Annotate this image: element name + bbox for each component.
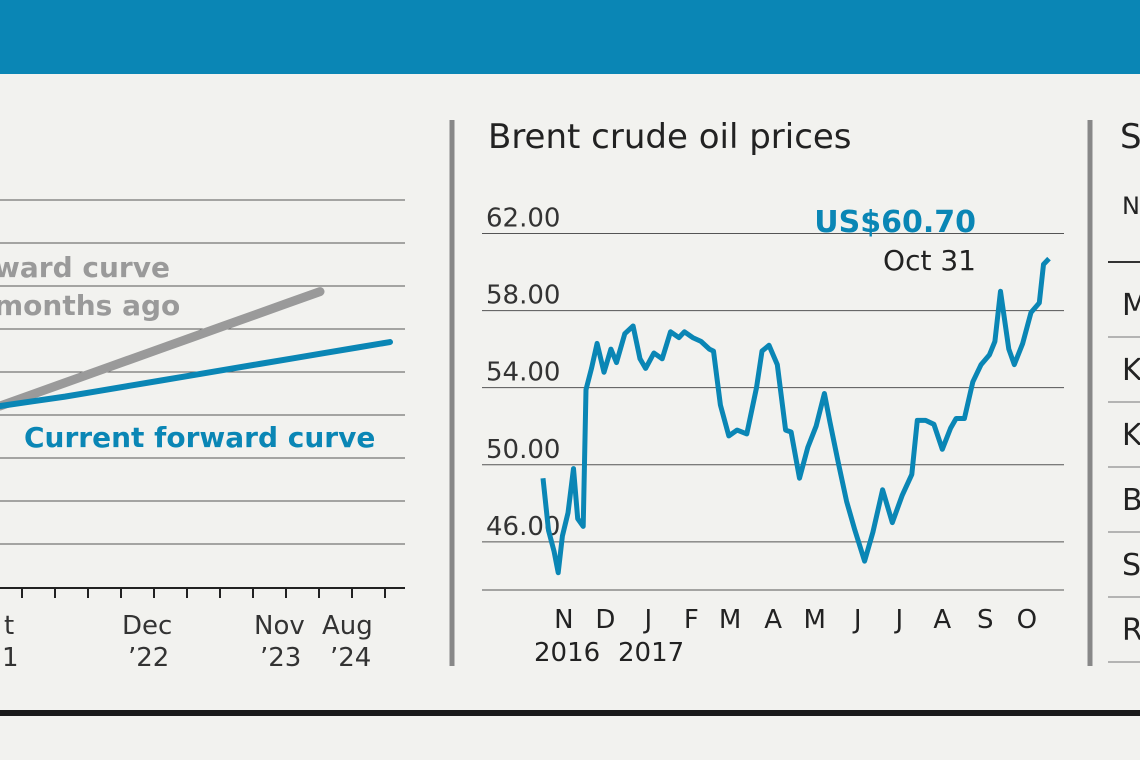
brent-year-label-2016: 2016	[534, 638, 600, 668]
brent-x-tick-label: J	[893, 605, 903, 635]
prior-curve-label-line1: ward curve	[0, 251, 170, 284]
left-chart-x-ticks	[21, 588, 386, 598]
brent-x-tick-label: O	[1017, 605, 1037, 635]
table-row-label: B	[1122, 483, 1140, 518]
table-header-partial: N	[1122, 192, 1140, 220]
table-row-label: K	[1122, 353, 1140, 388]
table-title-partial: S	[1120, 117, 1140, 157]
left-chart-labels: t 1 Dec ’22 Nov ’23 Aug ’24	[2, 611, 373, 673]
table-row-label: M	[1122, 288, 1140, 323]
table-row-label: R	[1122, 613, 1140, 648]
left-chart-gridlines	[0, 199, 405, 589]
brent-chart-title: Brent crude oil prices	[488, 117, 852, 157]
brent-annotation-value: US$60.70	[814, 205, 976, 240]
brent-price-line	[540, 256, 1051, 576]
prior-forward-curve-line	[0, 287, 325, 411]
brent-x-tick-label: J	[852, 605, 862, 635]
table-row-label: S	[1122, 548, 1140, 583]
brent-y-tick-label: 58.00	[486, 281, 560, 311]
left-x-tick-label-2-line2: ’22	[128, 643, 169, 673]
prior-curve-label-line2: months ago	[0, 289, 180, 322]
current-curve-label: Current forward curve	[24, 421, 375, 454]
prior-curve-label: ward curve months ago	[0, 251, 180, 322]
left-x-tick-label-3-line1: Nov	[254, 611, 305, 641]
brent-x-tick-label: J	[643, 605, 653, 635]
left-x-tick-label-4-line2: ’24	[330, 643, 371, 673]
brent-x-tick-label: A	[933, 605, 951, 635]
brent-y-tick-label: 50.00	[486, 435, 560, 465]
left-x-tick-label-1-line2: 1	[2, 643, 19, 673]
brent-year-label-2017: 2017	[618, 638, 684, 668]
brent-x-tick-label: A	[764, 605, 782, 635]
brent-x-tick-label: F	[684, 605, 699, 635]
table-row-label: K	[1122, 418, 1140, 453]
current-forward-curve-line	[0, 339, 393, 409]
brent-chart-gridlines	[482, 233, 1064, 591]
brent-chart-series	[540, 256, 1051, 576]
brent-x-tick-label: M	[803, 605, 825, 635]
brent-x-tick-label: N	[554, 605, 573, 635]
left-x-tick-label-4-line1: Aug	[322, 611, 373, 641]
brent-y-tick-label: 54.00	[486, 358, 560, 388]
brent-x-tick-label: D	[595, 605, 615, 635]
brent-annotation-date: Oct 31	[883, 244, 976, 277]
left-x-tick-label-3-line2: ’23	[260, 643, 301, 673]
brent-x-tick-label: S	[977, 605, 994, 635]
bottom-rule	[0, 710, 1140, 716]
left-x-tick-label-1-line1: t	[4, 611, 14, 641]
header-band	[0, 0, 1140, 74]
brent-y-tick-label: 62.00	[486, 204, 560, 234]
brent-x-tick-label: M	[719, 605, 741, 635]
left-chart-series	[0, 287, 393, 411]
left-x-tick-label-2-line1: Dec	[122, 611, 172, 641]
